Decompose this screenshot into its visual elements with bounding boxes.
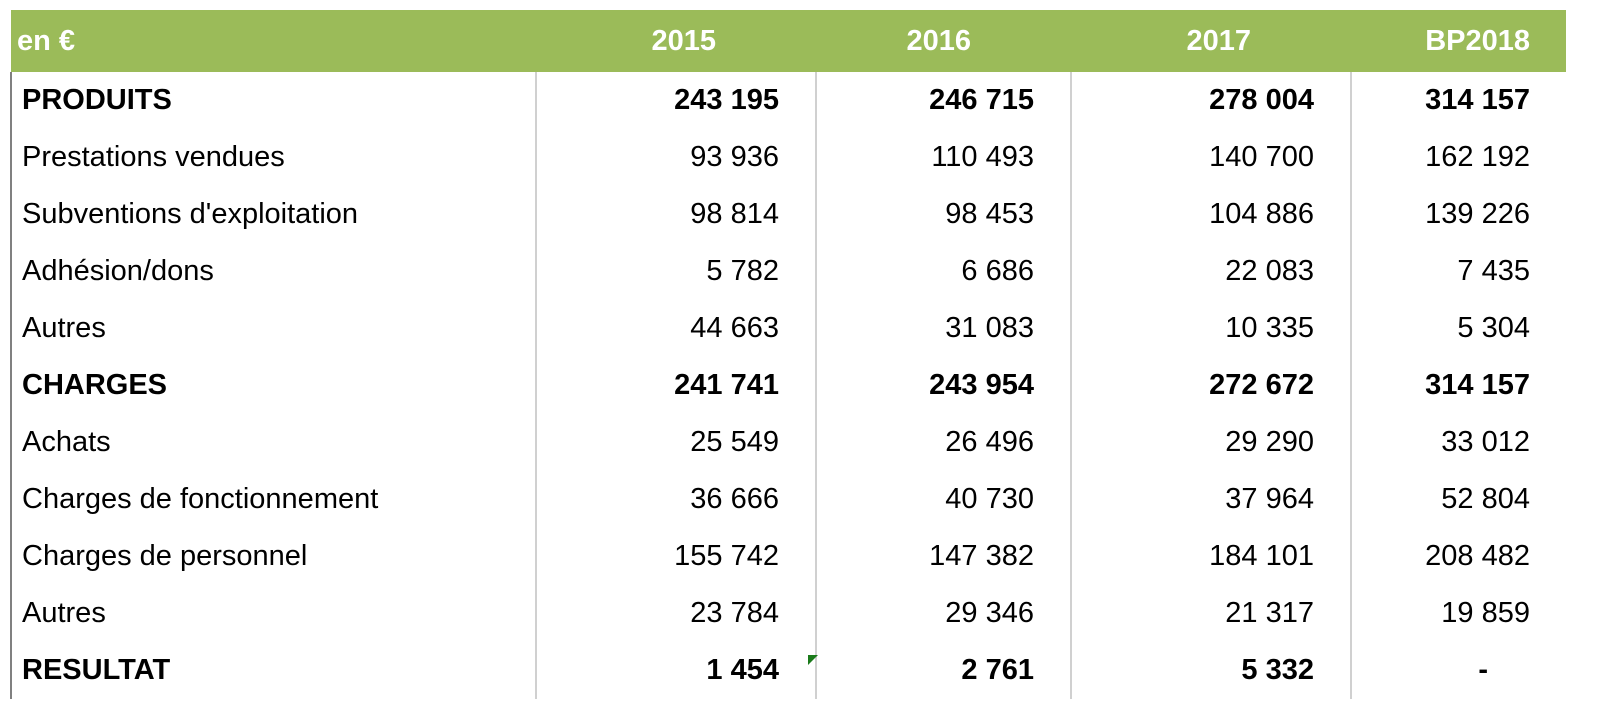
header-cell: 2016 xyxy=(816,10,1071,72)
row-label: Autres xyxy=(10,585,536,642)
row-label: Charges de personnel xyxy=(10,528,536,585)
value-cell: 241 741 xyxy=(535,357,816,414)
table-row: Prestations vendues 93 936 110 493 140 700 1… xyxy=(10,129,1566,186)
row-label: CHARGES xyxy=(10,357,536,414)
table-wrap: en €2015 2016 2017 BP2018 PRODUITS 243 195 246… xyxy=(10,10,1566,703)
row-label: Subventions d'exploitation xyxy=(10,186,536,243)
value-cell: 21 317 xyxy=(1070,585,1351,642)
value-cell: 25 549 xyxy=(535,414,816,471)
value-cell: 19 859 xyxy=(1350,585,1566,642)
value-cell: 104 886 xyxy=(1070,186,1351,243)
value-cell: 243 954 xyxy=(815,357,1071,414)
value-cell: 184 101 xyxy=(1070,528,1351,585)
value-cell: 2 761 xyxy=(815,642,1071,699)
header-cell: 2015 xyxy=(536,10,816,72)
table-row: RESULTAT 1 454 2 761 5 332- xyxy=(10,642,1566,699)
value-cell: 31 083 xyxy=(815,300,1071,357)
value-cell: 5 332 xyxy=(1070,642,1351,699)
value-cell: 40 730 xyxy=(815,471,1071,528)
value-cell: 7 435 xyxy=(1350,243,1566,300)
value-cell: 208 482 xyxy=(1350,528,1566,585)
value-cell: 44 663 xyxy=(535,300,816,357)
header-cell: BP2018 xyxy=(1351,10,1566,72)
table-body: en €2015 2016 2017 BP2018 PRODUITS 243 195 246… xyxy=(10,10,1566,699)
row-label: Achats xyxy=(10,414,536,471)
header-cell: en € xyxy=(11,10,536,72)
value-cell: 272 672 xyxy=(1070,357,1351,414)
value-cell: - xyxy=(1350,642,1566,699)
table-row: CHARGES 241 741 243 954 272 672 314 157 xyxy=(10,357,1566,414)
value-cell: 314 157 xyxy=(1350,357,1566,414)
table-row: Autres 44 663 31 083 10 335 5 304 xyxy=(10,300,1566,357)
value-cell: 140 700 xyxy=(1070,129,1351,186)
table-row: Autres 23 784 29 346 21 317 19 859 xyxy=(10,585,1566,642)
value-cell: 5 782 xyxy=(535,243,816,300)
row-label: RESULTAT xyxy=(10,642,536,699)
table-row: Charges de personnel 155 742 147 382 184 10… xyxy=(10,528,1566,585)
value-cell: 33 012 xyxy=(1350,414,1566,471)
header-row: en €2015 2016 2017 BP2018 xyxy=(11,10,1566,72)
value-cell: 26 496 xyxy=(815,414,1071,471)
value-cell: 98 453 xyxy=(815,186,1071,243)
value-cell: 314 157 xyxy=(1350,72,1566,129)
value-cell: 23 784 xyxy=(535,585,816,642)
table-row: Achats 25 549 26 496 29 290 33 012 xyxy=(10,414,1566,471)
cell-marker xyxy=(808,655,818,665)
row-label: Prestations vendues xyxy=(10,129,536,186)
value-cell: 278 004 xyxy=(1070,72,1351,129)
finance-table: en €2015 2016 2017 BP2018 PRODUITS 243 195 246… xyxy=(10,10,1566,699)
value-cell: 37 964 xyxy=(1070,471,1351,528)
row-label: Charges de fonctionnement xyxy=(10,471,536,528)
table-row: Charges de fonctionnement 36 666 40 730 37 … xyxy=(10,471,1566,528)
value-cell: 52 804 xyxy=(1350,471,1566,528)
value-cell: 98 814 xyxy=(535,186,816,243)
value-cell: 155 742 xyxy=(535,528,816,585)
value-cell: 22 083 xyxy=(1070,243,1351,300)
value-cell: 139 226 xyxy=(1350,186,1566,243)
table-row: PRODUITS 243 195 246 715 278 004 314 157 xyxy=(10,72,1566,129)
value-cell: 5 304 xyxy=(1350,300,1566,357)
value-cell: 10 335 xyxy=(1070,300,1351,357)
header-cell: 2017 xyxy=(1071,10,1351,72)
row-label: PRODUITS xyxy=(10,72,536,129)
value-cell: 243 195 xyxy=(535,72,816,129)
value-cell: 162 192 xyxy=(1350,129,1566,186)
value-cell: 93 936 xyxy=(535,129,816,186)
value-cell: 110 493 xyxy=(815,129,1071,186)
table-row: Adhésion/dons 5 782 6 686 22 083 7 435 xyxy=(10,243,1566,300)
value-cell: 246 715 xyxy=(815,72,1071,129)
value-cell: 6 686 xyxy=(815,243,1071,300)
table-row: Subventions d'exploitation 98 814 98 453 10… xyxy=(10,186,1566,243)
value-cell: 29 346 xyxy=(815,585,1071,642)
row-label: Autres xyxy=(10,300,536,357)
row-label: Adhésion/dons xyxy=(10,243,536,300)
value-cell: 147 382 xyxy=(815,528,1071,585)
value-cell: 29 290 xyxy=(1070,414,1351,471)
value-cell: 1 454 xyxy=(535,642,816,699)
value-cell: 36 666 xyxy=(535,471,816,528)
